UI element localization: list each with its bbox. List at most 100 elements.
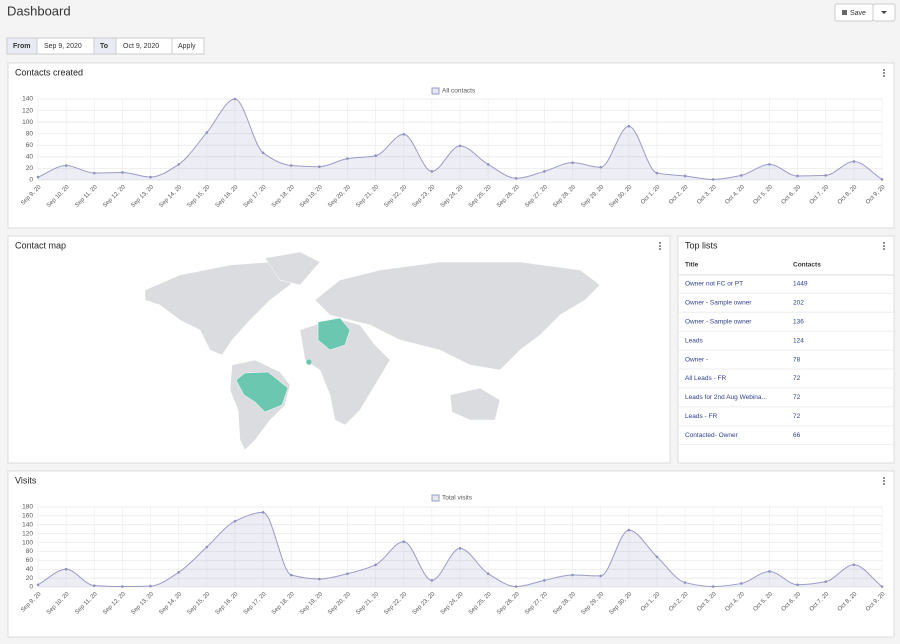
list-count: 78 [793,356,801,363]
y-tick-label: 120 [22,107,33,114]
data-point [261,511,265,514]
data-point [514,176,518,180]
data-point [514,585,518,588]
to-label: To [100,43,108,50]
data-point [289,164,293,167]
data-point [880,585,884,588]
data-point [121,171,124,174]
legend-swatch [431,87,440,95]
data-point [121,585,124,588]
panel-title: Visits [15,475,37,485]
data-point [374,563,377,567]
data-point [627,528,631,532]
y-tick-label: 160 [22,513,33,520]
data-point [571,573,574,577]
panel-title: Top lists [685,240,718,250]
data-point [233,519,237,523]
data-point [346,572,349,575]
data-point [402,540,406,543]
list-title: Leads [685,337,703,344]
legend-swatch [431,494,440,502]
data-point [852,563,856,567]
y-tick-label: 20 [26,165,34,172]
data-point [796,583,799,587]
list-count: 72 [793,394,801,401]
visits-panel [7,470,895,638]
data-point [571,161,574,164]
list-title: All Leads - FR [685,375,726,382]
list-count: 72 [793,375,801,382]
y-tick-label: 80 [26,548,34,555]
y-tick-label: 140 [22,521,33,528]
page-title: Dashboard [7,3,71,18]
data-point [543,170,546,173]
y-tick-label: 80 [26,130,34,137]
data-point [177,571,180,574]
list-title: Owner - Sample owner [685,319,752,326]
apply-button[interactable] [171,37,205,55]
data-point [683,581,687,584]
data-point [880,178,884,181]
to-value: Oct 9, 2020 [123,43,159,50]
data-point [486,572,490,575]
data-point [36,583,40,587]
list-count: 72 [793,413,801,420]
data-point [599,574,602,578]
list-title: Owner not FC or PT [685,281,743,288]
list-title: Contacted- Owner [685,432,739,439]
data-point [261,151,265,155]
top-lists-panel [677,235,895,464]
y-tick-label: 40 [26,566,34,573]
data-point [318,577,321,581]
data-point [64,567,68,571]
data-point [36,175,40,179]
y-tick-label: 20 [26,575,34,582]
series-area [38,512,882,587]
y-tick-label: 100 [22,119,33,126]
column-header: Title [685,262,699,269]
data-point [374,154,377,157]
y-tick-label: 60 [26,557,34,564]
data-point [627,124,631,128]
menu-icons[interactable] [659,69,885,485]
panel-title: Contact map [15,240,66,250]
legend-label: Total visits [442,495,473,502]
data-point [768,163,771,166]
list-count: 202 [793,300,804,307]
data-point [711,178,715,181]
data-point [149,175,152,179]
list-title: Owner - Sample owner [685,300,752,307]
data-point [92,171,96,175]
y-tick-label: 120 [22,530,33,537]
caret [881,11,887,14]
legend-label: All contacts [442,88,476,95]
list-count: 66 [793,432,801,439]
list-count: 1449 [793,281,808,288]
data-point [402,132,406,136]
y-tick-label: 0 [29,177,33,184]
data-point [543,579,546,582]
data-point [768,570,771,573]
data-point [205,545,209,549]
save-label: Save [850,10,866,17]
data-point [599,165,602,169]
data-point [64,164,68,167]
data-point [852,160,856,163]
data-point [486,163,490,166]
from-value: Sep 9, 2020 [44,43,82,50]
data-point [711,585,715,588]
list-title: Owner - [685,356,708,363]
column-header: Contacts [793,262,821,269]
y-tick-label: 140 [22,96,33,103]
data-point [824,174,828,177]
y-tick-label: 100 [22,539,33,546]
data-point [92,584,96,587]
series-area [38,99,882,180]
data-point [233,97,237,101]
data-point [430,579,434,582]
data-point [177,163,180,166]
y-tick-label: 40 [26,154,34,161]
data-point [655,555,659,559]
save-icon [842,10,847,15]
